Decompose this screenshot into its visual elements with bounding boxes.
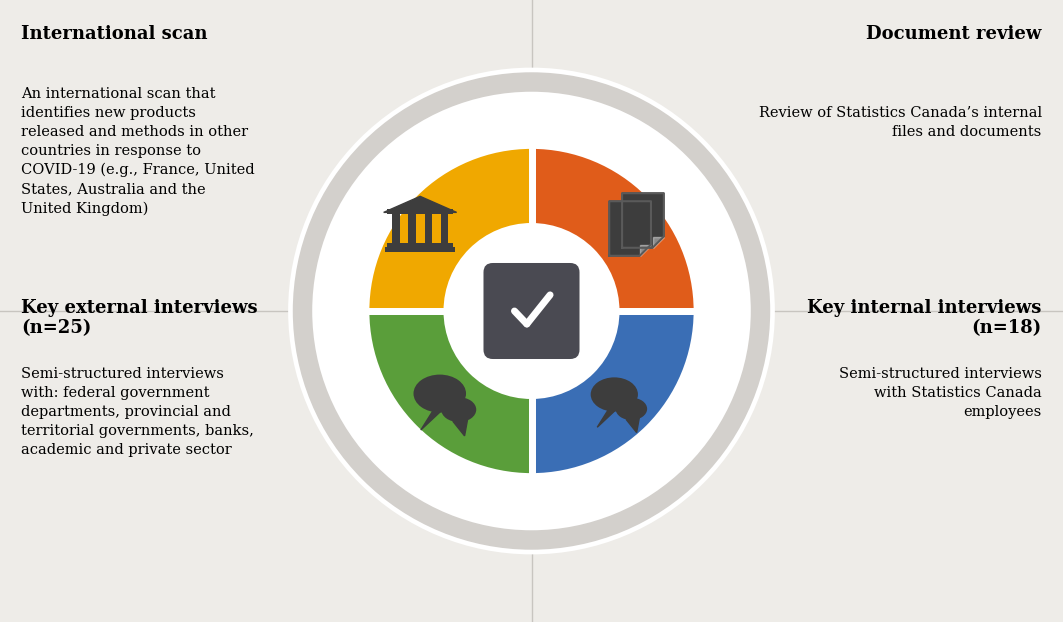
Text: Semi-structured interviews
with: federal government
departments, provincial and
: Semi-structured interviews with: federal… xyxy=(21,367,254,457)
Polygon shape xyxy=(609,202,651,256)
Text: International scan: International scan xyxy=(21,25,207,43)
Circle shape xyxy=(443,223,620,399)
Polygon shape xyxy=(532,119,724,311)
Polygon shape xyxy=(626,418,639,432)
FancyBboxPatch shape xyxy=(387,243,453,250)
Polygon shape xyxy=(384,197,457,212)
Polygon shape xyxy=(640,244,651,256)
Bar xyxy=(440,213,448,244)
Ellipse shape xyxy=(615,397,647,420)
Polygon shape xyxy=(339,119,532,311)
Polygon shape xyxy=(532,311,724,503)
Text: An international scan that
identifies new products
released and methods in other: An international scan that identifies ne… xyxy=(21,87,255,216)
Text: Semi-structured interviews
with Statistics Canada
employees: Semi-structured interviews with Statisti… xyxy=(839,367,1042,419)
Bar xyxy=(385,248,455,252)
Ellipse shape xyxy=(414,374,466,412)
Polygon shape xyxy=(597,407,619,427)
Bar xyxy=(408,213,416,244)
Bar xyxy=(387,209,453,214)
Bar xyxy=(392,213,400,244)
Bar xyxy=(424,213,432,244)
Ellipse shape xyxy=(591,378,638,412)
Polygon shape xyxy=(339,311,532,503)
Text: Review of Statistics Canada’s internal
files and documents: Review of Statistics Canada’s internal f… xyxy=(759,106,1042,139)
Polygon shape xyxy=(421,408,444,430)
Polygon shape xyxy=(453,420,468,436)
Text: Key external interviews
(n=25): Key external interviews (n=25) xyxy=(21,299,258,337)
Ellipse shape xyxy=(441,397,476,422)
Circle shape xyxy=(297,76,766,546)
Text: Document review: Document review xyxy=(866,25,1042,43)
Polygon shape xyxy=(622,193,663,248)
Text: Key internal interviews
(n=18): Key internal interviews (n=18) xyxy=(808,299,1042,337)
FancyBboxPatch shape xyxy=(484,263,579,359)
Polygon shape xyxy=(653,236,663,248)
